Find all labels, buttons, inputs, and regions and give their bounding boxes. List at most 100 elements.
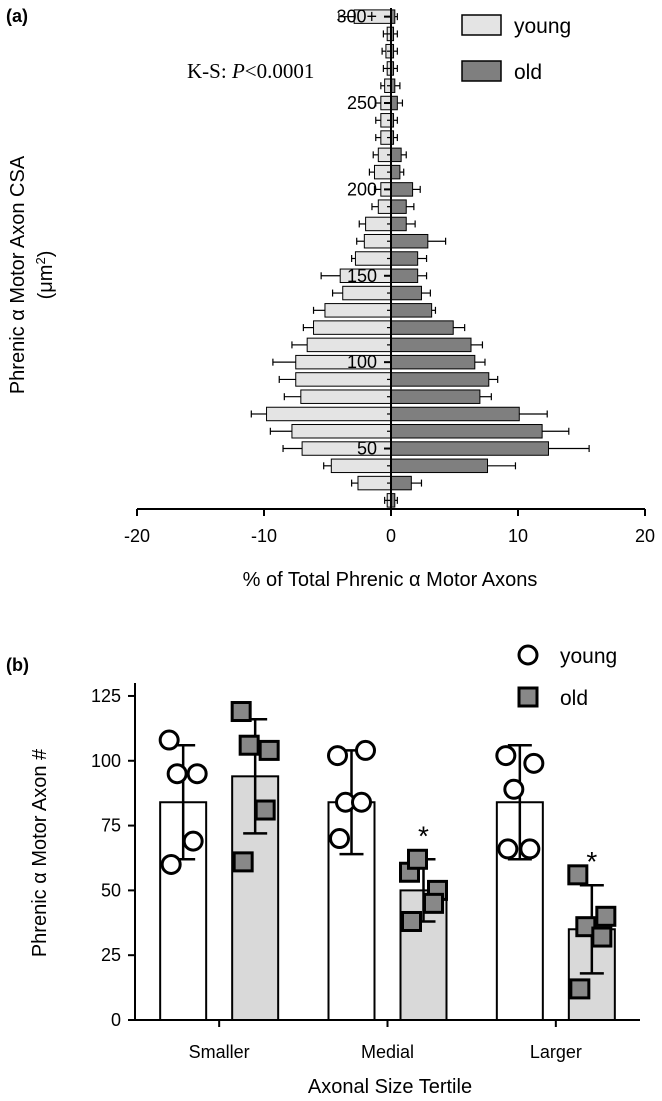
y-tick-label: 0 xyxy=(111,1010,121,1030)
old-bar xyxy=(390,285,422,301)
y-tick-label: 100 xyxy=(91,751,121,771)
young-point xyxy=(329,828,350,850)
y-tick-label: 50 xyxy=(101,880,121,900)
legend-a-young-swatch xyxy=(461,14,502,36)
y-tick-label: 300+ xyxy=(336,7,377,27)
young-point xyxy=(519,838,541,860)
panel-b-bars: ** xyxy=(158,701,617,1022)
panel-b-axes: Smaller Medial Larger 0 25 50 75 100 125 xyxy=(91,683,640,1062)
young-bar xyxy=(291,424,392,439)
panel-a-label: (a) xyxy=(6,6,28,26)
young-point xyxy=(158,729,180,751)
y-label-unit: (μm xyxy=(35,265,57,300)
old-bar xyxy=(390,406,520,422)
old-point xyxy=(595,905,617,927)
old-point xyxy=(232,851,254,873)
x-tick-label: 0 xyxy=(386,526,396,546)
legend-b-young-label: young xyxy=(560,645,617,668)
young-point xyxy=(351,791,372,813)
young-point xyxy=(497,838,519,860)
old-point xyxy=(407,848,428,870)
young-bar xyxy=(295,372,392,387)
young-point xyxy=(160,853,182,875)
young-point xyxy=(182,830,204,852)
young-point xyxy=(327,745,348,767)
panel-b-dotbar: (b) ** Smaller Medial Larger0255075100125 … xyxy=(6,644,640,1098)
significance-asterisk: * xyxy=(586,846,597,877)
panel-a-y-label-line2: (μm2) xyxy=(33,251,57,300)
y-tick-label: 250 xyxy=(347,93,377,113)
old-bar xyxy=(390,389,481,404)
old-bar xyxy=(390,337,472,353)
old-bar xyxy=(390,216,407,232)
ks-p-symbol: P xyxy=(231,59,245,83)
young-bar xyxy=(357,475,392,491)
ks-annotation: K-S: P<0.0001 xyxy=(187,59,314,83)
young-bar xyxy=(266,406,392,422)
young-bar xyxy=(324,303,392,318)
old-point xyxy=(254,799,276,821)
panel-a-histogram: (a) -20 -10 0 10 20 50 100 150 200 250 300+ K-S: P… xyxy=(6,6,655,591)
y-tick-label: 100 xyxy=(347,352,377,372)
x-tick-label: -20 xyxy=(124,526,150,546)
old-bar xyxy=(390,233,429,249)
panel-a-x-label: % of Total Phrenic α Motor Axons xyxy=(243,569,538,591)
x-tick-label: -10 xyxy=(251,526,277,546)
young-point xyxy=(355,739,376,761)
legend-a-old-label: old xyxy=(514,61,542,84)
ks-p-value: <0.0001 xyxy=(245,59,315,83)
old-point xyxy=(591,926,613,948)
panel-a-axes: -20 -10 0 10 20 50 100 150 200 250 300+ xyxy=(124,7,655,546)
y-tick-label: 150 xyxy=(347,266,377,286)
old-bar xyxy=(390,303,433,318)
old-point xyxy=(258,739,280,761)
y-tick-label: 50 xyxy=(357,439,377,459)
legend-b-old-label: old xyxy=(560,687,588,710)
young-point xyxy=(495,745,517,767)
x-tick-label: Smaller xyxy=(189,1042,250,1062)
old-point xyxy=(238,734,260,756)
old-bar xyxy=(390,182,414,197)
y-tick-label: 75 xyxy=(101,816,121,836)
x-tick-label: 10 xyxy=(508,526,528,546)
x-tick-label: Medial xyxy=(361,1042,414,1062)
x-tick-label: Larger xyxy=(530,1042,582,1062)
old-point xyxy=(567,864,589,886)
old-point xyxy=(401,910,422,932)
y-tick-label: 200 xyxy=(347,179,377,199)
ks-prefix: K-S: xyxy=(187,59,232,83)
young-point xyxy=(523,752,545,774)
old-bar xyxy=(390,424,543,439)
legend-b-young-marker xyxy=(517,644,539,666)
old-bar xyxy=(390,147,402,163)
y-tick-label: 25 xyxy=(101,945,121,965)
panel-b-label: (b) xyxy=(6,655,29,675)
young-bar xyxy=(313,320,392,335)
old-bar xyxy=(390,372,490,387)
young-bar xyxy=(300,389,392,404)
young-point xyxy=(503,778,525,800)
y-tick-label: 125 xyxy=(91,686,121,706)
panel-b-x-label: Axonal Size Tertile xyxy=(308,1076,472,1098)
panel-a-bars xyxy=(250,9,590,508)
young-bar xyxy=(342,285,392,301)
old-bar xyxy=(390,268,419,284)
young-bar xyxy=(306,337,392,353)
old-bar xyxy=(390,441,549,456)
panel-b-y-label: Phrenic α Motor Axon # xyxy=(29,748,51,957)
old-point xyxy=(569,978,591,1000)
old-bar xyxy=(390,199,407,214)
old-bar xyxy=(390,320,454,335)
old-bar xyxy=(390,475,412,491)
old-bar xyxy=(390,251,419,266)
legend-a-young-label: young xyxy=(514,15,571,38)
legend-a-old-swatch xyxy=(461,60,502,82)
y-label-unit-exponent: 2 xyxy=(33,257,48,264)
x-tick-label: 20 xyxy=(635,526,655,546)
y-label-unit-close: ) xyxy=(35,251,57,258)
young-bar xyxy=(363,233,392,249)
young-bar xyxy=(354,251,392,266)
panel-a-legend: young old xyxy=(461,14,571,84)
old-point xyxy=(230,701,252,723)
